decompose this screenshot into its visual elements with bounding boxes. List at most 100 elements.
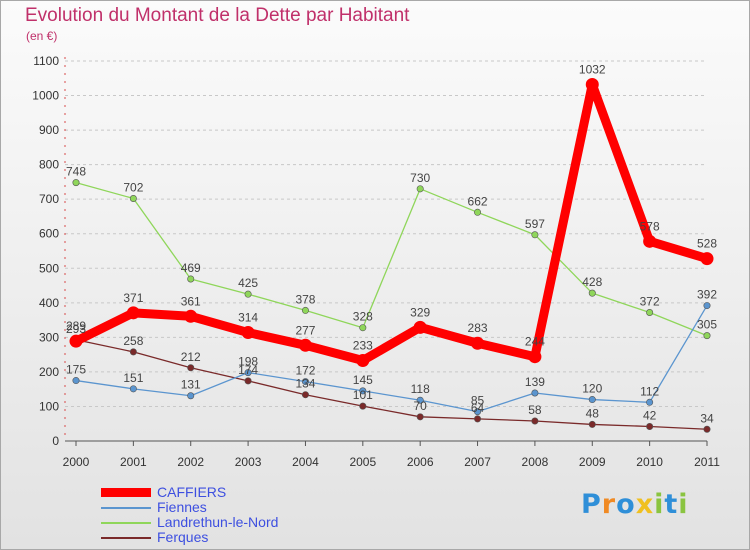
data-label: 748	[66, 165, 86, 179]
legend-item: Fiennes	[101, 500, 278, 515]
data-label: 175	[66, 363, 86, 377]
data-label: 578	[640, 219, 660, 233]
x-tick-label: 2008	[522, 455, 549, 469]
data-point	[129, 194, 137, 202]
data-point	[298, 338, 312, 352]
data-point	[187, 364, 195, 372]
data-point	[474, 208, 482, 216]
data-point	[646, 308, 654, 316]
y-tick-label: 1000	[32, 89, 59, 103]
data-point	[359, 402, 367, 410]
data-label: 328	[353, 310, 373, 324]
data-label: 139	[525, 375, 545, 389]
data-point	[646, 398, 654, 406]
x-tick-label: 2011	[694, 455, 720, 469]
legend-item: Landrethun-le-Nord	[101, 515, 278, 530]
legend-label: Fiennes	[157, 499, 207, 515]
data-point	[703, 302, 711, 310]
legend-swatch	[101, 536, 151, 539]
chart-title: Evolution du Montant de la Dette par Hab…	[25, 5, 410, 26]
legend-swatch	[101, 506, 151, 509]
data-point	[643, 234, 657, 248]
y-tick-label: 100	[39, 399, 59, 413]
x-tick-label: 2001	[120, 455, 147, 469]
data-label: 233	[353, 339, 373, 353]
data-point	[528, 350, 542, 364]
data-point	[241, 326, 255, 340]
data-point	[588, 289, 596, 297]
logo-letter: i	[678, 489, 689, 520]
legend-label: Ferques	[157, 529, 209, 545]
data-point	[531, 417, 539, 425]
logo-letter: t	[664, 489, 679, 520]
data-label: 371	[123, 291, 143, 305]
data-point	[301, 391, 309, 399]
logo-letter: P	[581, 489, 602, 520]
data-label: 85	[471, 394, 485, 408]
legend-swatch	[101, 488, 151, 497]
data-label: 34	[700, 411, 714, 425]
data-label: 212	[181, 350, 201, 364]
data-point	[474, 415, 482, 423]
data-point	[187, 392, 195, 400]
data-label: 329	[410, 305, 430, 319]
data-label: 314	[238, 311, 258, 325]
legend-label: Landrethun-le-Nord	[157, 514, 279, 530]
data-point	[359, 324, 367, 332]
y-tick-label: 600	[39, 227, 59, 241]
legend-item: Ferques	[101, 530, 278, 545]
data-label: 469	[181, 261, 201, 275]
y-tick-label: 1100	[33, 54, 59, 68]
data-point	[416, 185, 424, 193]
data-label: 58	[528, 403, 542, 417]
data-label: 392	[697, 288, 717, 302]
data-label: 134	[295, 377, 315, 391]
data-point	[700, 252, 714, 266]
data-label: 48	[586, 406, 600, 420]
data-label: 131	[181, 378, 201, 392]
data-point	[588, 396, 596, 404]
data-point	[416, 396, 424, 404]
data-label: 70	[414, 399, 428, 413]
y-tick-label: 800	[39, 158, 59, 172]
x-tick-label: 2009	[579, 455, 606, 469]
data-label: 428	[582, 275, 602, 289]
x-tick-label: 2000	[63, 455, 90, 469]
data-label: 101	[353, 388, 373, 402]
data-point	[646, 422, 654, 430]
chart-subtitle: (en €)	[26, 29, 58, 43]
x-tick-label: 2004	[292, 455, 319, 469]
data-point	[413, 320, 427, 334]
y-tick-label: 0	[52, 434, 59, 448]
y-tick-label: 200	[39, 365, 59, 379]
y-tick-label: 400	[39, 296, 59, 310]
series-line-fiennes	[75, 304, 708, 413]
y-tick-label: 500	[39, 261, 59, 275]
data-label: 293	[66, 322, 86, 336]
data-point	[356, 354, 370, 368]
data-point	[72, 377, 80, 385]
series-line-caffiers	[71, 79, 712, 366]
data-point	[69, 334, 83, 348]
data-point	[585, 77, 599, 91]
data-point	[531, 389, 539, 397]
data-point	[703, 425, 711, 433]
data-point	[531, 231, 539, 239]
logo-letter: o	[616, 489, 636, 520]
x-tick-label: 2006	[407, 455, 434, 469]
data-point	[244, 377, 252, 385]
data-label: 1032	[579, 62, 606, 76]
chart-legend: CAFFIERS Fiennes Landrethun-le-Nord Ferques	[101, 485, 278, 545]
data-label: 64	[471, 401, 485, 415]
data-point	[474, 408, 482, 416]
legend-item: CAFFIERS	[101, 485, 278, 500]
x-tick-label: 2010	[636, 455, 663, 469]
data-label: 730	[410, 171, 430, 185]
data-point	[244, 290, 252, 298]
data-label: 258	[123, 334, 143, 348]
proxiti-logo: Proxiti	[581, 489, 689, 520]
data-point	[588, 420, 596, 428]
data-label: 702	[123, 180, 143, 194]
data-label: 289	[66, 319, 86, 333]
